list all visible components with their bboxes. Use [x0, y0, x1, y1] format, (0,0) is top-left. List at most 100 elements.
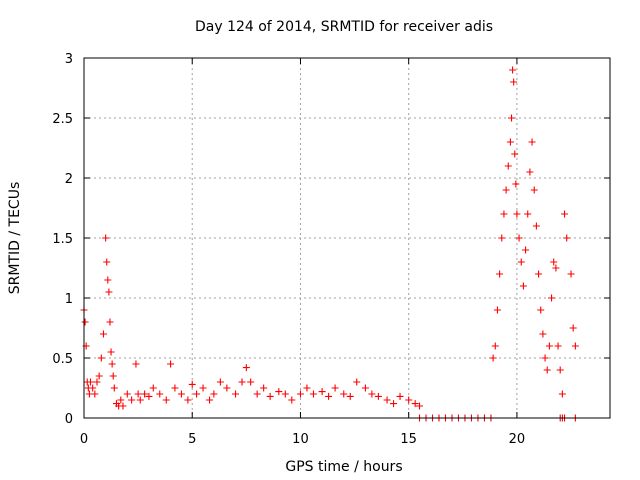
data-point: [128, 396, 136, 404]
data-point: [374, 392, 382, 400]
data-point: [103, 258, 111, 266]
y-tick-label: 2.5: [52, 112, 73, 127]
data-point: [247, 378, 255, 386]
data-point: [145, 392, 153, 400]
axis-ticks: 0 0.5 1 1.5 2 2.5 3 0 5 10 15 20: [52, 52, 610, 447]
data-point: [411, 400, 419, 408]
data-point: [162, 396, 170, 404]
data-point: [340, 390, 348, 398]
data-marks: [80, 66, 579, 422]
data-point: [105, 288, 113, 296]
x-tick-label: 20: [509, 432, 526, 447]
data-point: [141, 390, 149, 398]
data-point: [149, 384, 157, 392]
data-point: [383, 396, 391, 404]
data-point: [134, 390, 142, 398]
y-tick-label: 3: [65, 52, 73, 67]
data-point: [167, 360, 175, 368]
data-point: [102, 234, 110, 242]
data-point: [199, 384, 207, 392]
data-point: [532, 222, 540, 230]
data-point: [571, 342, 579, 350]
data-point: [296, 390, 304, 398]
data-point: [396, 392, 404, 400]
data-point: [136, 396, 144, 404]
data-point: [89, 384, 97, 392]
data-point: [509, 66, 517, 74]
data-point: [238, 378, 246, 386]
data-point: [541, 354, 549, 362]
data-point: [517, 258, 525, 266]
data-point: [405, 396, 413, 404]
data-point: [524, 210, 532, 218]
data-point: [519, 282, 527, 290]
data-point: [206, 396, 214, 404]
y-tick-label: 1.5: [52, 232, 73, 247]
data-point: [119, 402, 127, 410]
data-point: [266, 392, 274, 400]
data-point: [81, 318, 89, 326]
x-tick-label: 15: [400, 432, 417, 447]
data-point: [552, 264, 560, 272]
data-point: [104, 276, 112, 284]
data-point: [561, 210, 569, 218]
data-point: [303, 384, 311, 392]
data-point: [223, 384, 231, 392]
data-point: [156, 390, 164, 398]
data-point: [493, 306, 501, 314]
data-point: [353, 378, 361, 386]
data-point: [508, 114, 516, 122]
chart-title: Day 124 of 2014, SRMTID for receiver adi…: [195, 19, 493, 35]
grid-layer: [84, 58, 610, 418]
data-point: [390, 400, 398, 408]
data-point: [86, 378, 94, 386]
data-point: [109, 372, 117, 380]
data-point: [539, 330, 547, 338]
x-tick-label: 5: [188, 432, 196, 447]
data-point: [530, 186, 538, 194]
data-point: [210, 390, 218, 398]
data-point: [556, 366, 564, 374]
data-point: [510, 78, 518, 86]
data-point: [193, 390, 201, 398]
data-point: [275, 388, 283, 396]
data-point: [502, 186, 510, 194]
x-tick-label: 10: [292, 432, 309, 447]
data-point: [106, 318, 114, 326]
data-point: [117, 396, 125, 404]
data-point: [500, 210, 508, 218]
data-point: [232, 390, 240, 398]
y-axis-label: SRMTID / TECUs: [7, 182, 23, 295]
y-tick-label: 1: [65, 292, 73, 307]
y-tick-label: 0.5: [52, 352, 73, 367]
data-point: [567, 270, 575, 278]
y-tick-label: 2: [65, 172, 73, 187]
data-point: [108, 360, 116, 368]
data-point: [554, 342, 562, 350]
data-point: [184, 396, 192, 404]
data-point: [522, 246, 530, 254]
data-point: [361, 384, 369, 392]
data-point: [216, 378, 224, 386]
data-point: [545, 342, 553, 350]
data-point: [99, 330, 107, 338]
data-point: [416, 402, 424, 410]
data-point: [550, 258, 558, 266]
data-point: [528, 138, 536, 146]
x-tick-label: 0: [80, 432, 88, 447]
data-point: [535, 270, 543, 278]
data-point: [346, 392, 354, 400]
data-point: [91, 390, 99, 398]
data-point: [563, 234, 571, 242]
data-point: [489, 354, 497, 362]
data-point: [242, 364, 250, 372]
data-point: [132, 360, 140, 368]
data-point: [260, 384, 268, 392]
data-point: [548, 294, 556, 302]
data-point: [288, 396, 296, 404]
data-point: [281, 390, 289, 398]
data-point: [558, 390, 566, 398]
data-point: [97, 354, 105, 362]
data-point: [537, 306, 545, 314]
